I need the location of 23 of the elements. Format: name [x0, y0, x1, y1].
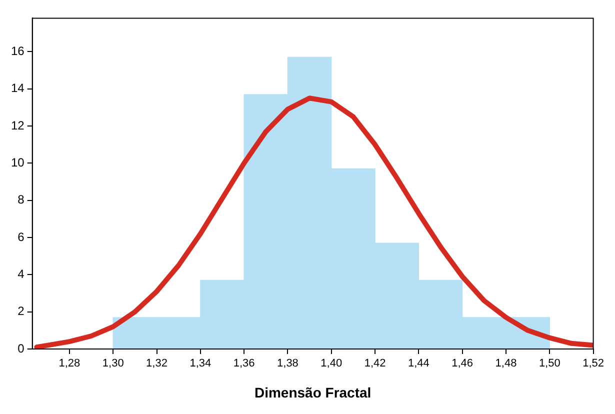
- x-tick-label: 1,40: [320, 358, 342, 370]
- x-tick-label: 1,34: [190, 358, 212, 370]
- y-tick-label: 0: [18, 341, 25, 356]
- y-tick-label: 12: [10, 118, 25, 132]
- x-axis-title: Dimensão Fractal: [254, 384, 372, 400]
- x-tick-label: 1,50: [538, 358, 560, 370]
- y-tick-label: 16: [10, 44, 25, 58]
- y-tick-label: 4: [18, 266, 25, 281]
- x-tick-label: 1,28: [58, 358, 80, 370]
- y-tick-label: 14: [10, 81, 25, 96]
- x-tick-label: 1,42: [364, 358, 386, 370]
- y-tick-label: 10: [10, 155, 25, 170]
- x-tick-label: 1,44: [408, 358, 430, 370]
- x-tick-label: 1,46: [452, 358, 474, 370]
- x-tick-label: 1,32: [146, 358, 168, 370]
- x-tick-label: 1,52: [582, 358, 604, 370]
- x-tick-label: 1,30: [102, 358, 124, 370]
- x-tick-label: 1,48: [495, 358, 517, 370]
- x-tick-label: 1,38: [277, 358, 298, 370]
- y-tick-label: 2: [18, 304, 25, 318]
- y-tick-label: 8: [18, 192, 25, 207]
- y-tick-label: 6: [18, 230, 25, 244]
- x-tick-label: 1,36: [233, 358, 255, 370]
